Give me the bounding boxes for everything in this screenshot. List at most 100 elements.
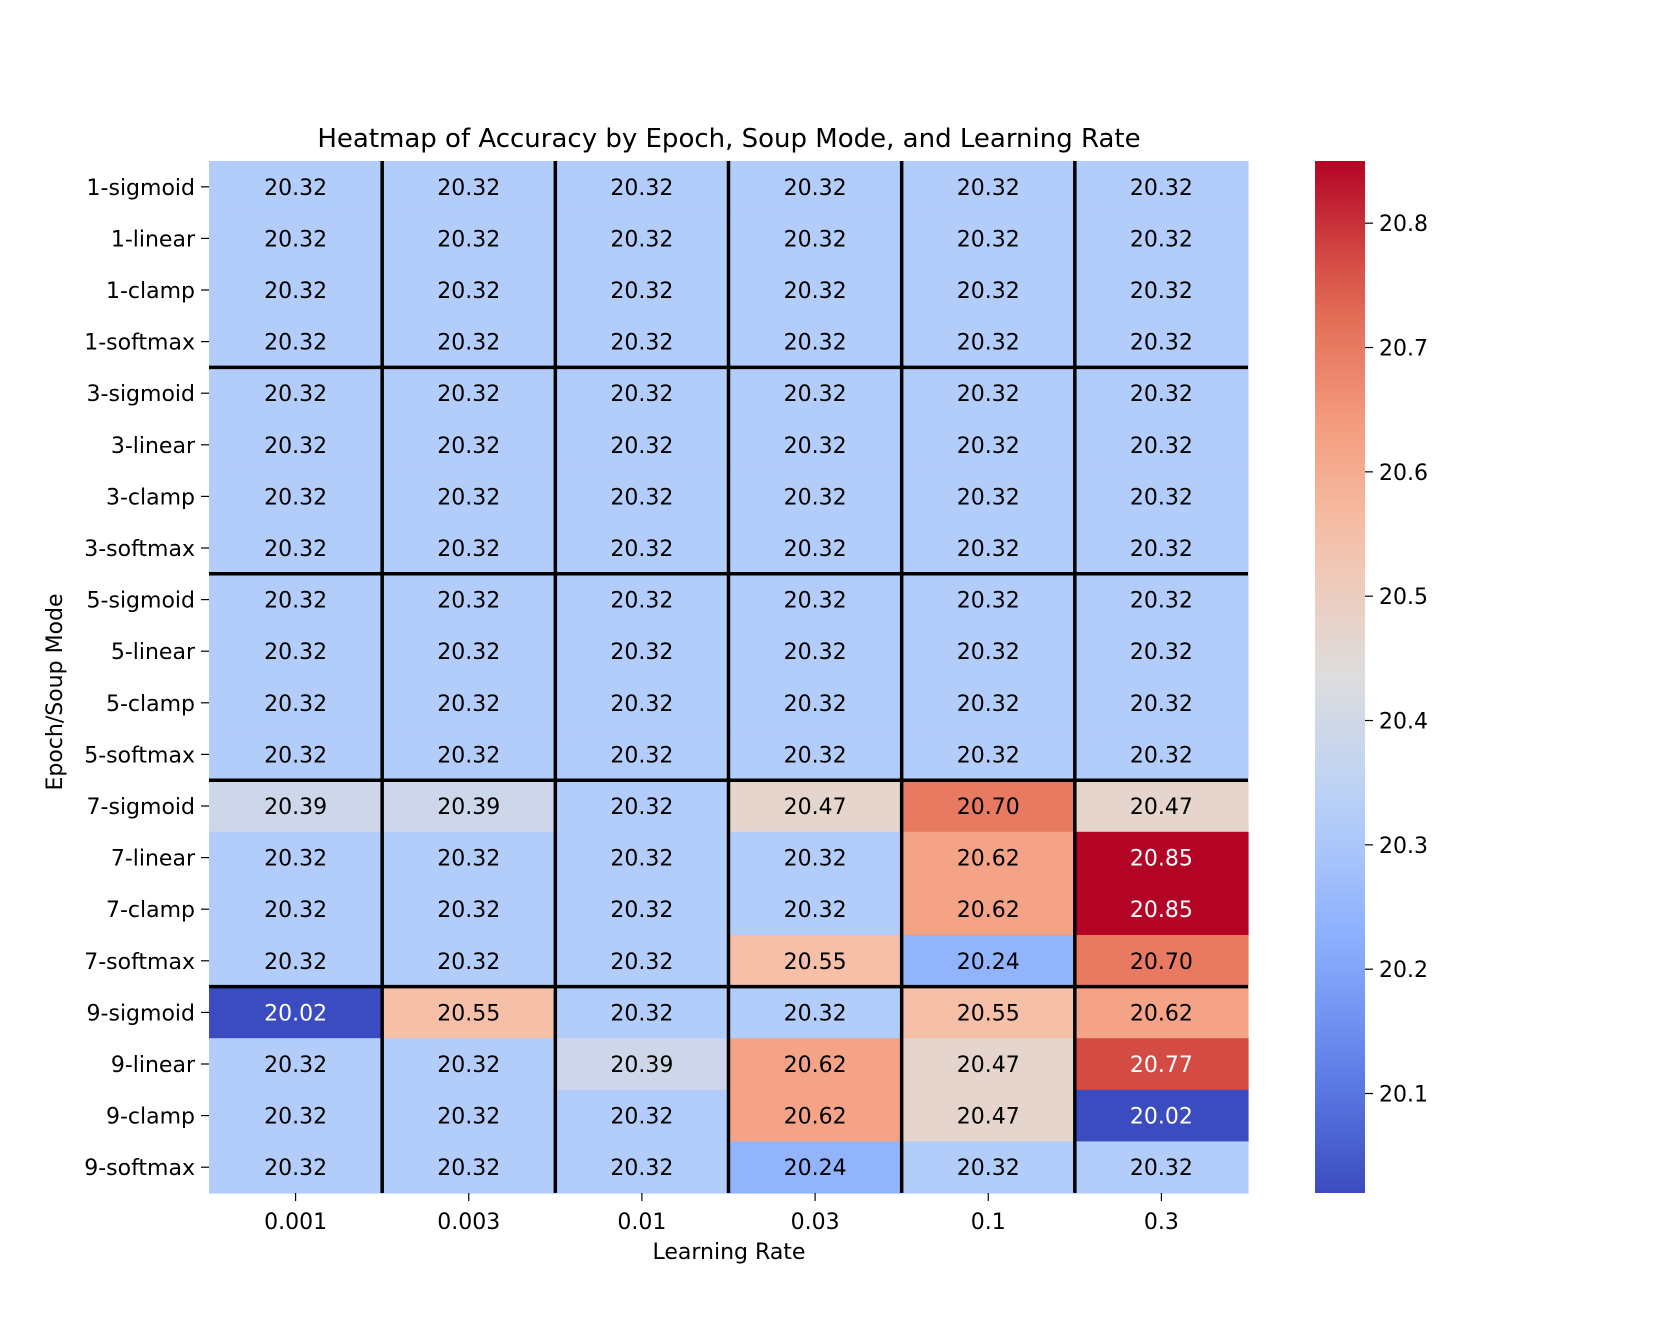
y-tick-label: 1-softmax	[84, 331, 195, 356]
cell-value-label: 20.32	[957, 589, 1020, 614]
heatmap-cell	[901, 522, 1076, 575]
cell-value-label: 20.32	[437, 898, 500, 923]
heatmap-cell	[555, 831, 730, 884]
heatmap-cell	[209, 1089, 383, 1142]
cell-value-label: 20.32	[1130, 1156, 1193, 1181]
heatmap-cell	[1074, 1038, 1249, 1091]
heatmap-cell	[555, 677, 730, 730]
cell-value-label: 20.32	[957, 537, 1020, 562]
heatmap-cell	[382, 728, 556, 781]
heatmap-cell	[555, 935, 730, 988]
cell-value-label: 20.32	[784, 1001, 847, 1026]
heatmap-cell	[1074, 367, 1249, 420]
y-tick-label: 9-linear	[111, 1053, 196, 1078]
heatmap-cell	[901, 315, 1076, 368]
heatmap-cell	[209, 1038, 383, 1091]
cell-value-label: 20.32	[957, 227, 1020, 252]
cell-value-label: 20.47	[1130, 795, 1193, 820]
heatmap-cell	[901, 212, 1076, 265]
y-tick-label: 5-softmax	[84, 743, 195, 768]
cell-value-label: 20.32	[264, 950, 327, 975]
x-tick-label: 0.3	[1144, 1210, 1179, 1235]
y-tick-label: 7-sigmoid	[87, 795, 195, 820]
cell-value-label: 20.32	[264, 382, 327, 407]
cell-value-label: 20.62	[1130, 1001, 1193, 1026]
heatmap-cell	[1074, 831, 1249, 884]
heatmap-cell	[901, 264, 1076, 317]
heatmap-cell	[901, 780, 1076, 833]
heatmap-cell	[728, 625, 903, 678]
colorbar-tick-label: 20.6	[1379, 461, 1428, 486]
heatmap-cell	[382, 522, 556, 575]
cell-value-label: 20.32	[437, 640, 500, 665]
heatmap-cell	[1074, 1141, 1249, 1194]
heatmap-cell	[901, 986, 1076, 1039]
colorbar-tick-label: 20.3	[1379, 834, 1428, 859]
cell-value-label: 20.85	[1130, 847, 1193, 872]
heatmap-cell	[728, 161, 903, 214]
heatmap-cell	[555, 625, 730, 678]
cell-value-label: 20.32	[957, 176, 1020, 201]
heatmap-cell	[728, 1089, 903, 1142]
heatmap-cell	[382, 212, 556, 265]
cell-value-label: 20.32	[437, 589, 500, 614]
heatmap-cell	[901, 470, 1076, 523]
y-axis-label: Epoch/Soup Mode	[43, 593, 68, 790]
cell-value-label: 20.32	[437, 950, 500, 975]
cell-value-label: 20.32	[1130, 692, 1193, 717]
x-axis-ticks: 0.001 0.003 0.01 0.03 0.1 0.3	[264, 1193, 1179, 1235]
cell-value-label: 20.32	[784, 898, 847, 923]
cell-value-label: 20.85	[1130, 898, 1193, 923]
cell-value-label: 20.32	[264, 692, 327, 717]
colorbar-tick-label: 20.5	[1379, 585, 1428, 610]
cell-value-label: 20.32	[610, 279, 673, 304]
y-tick-label: 9-softmax	[84, 1156, 195, 1181]
cell-value-label: 20.32	[1130, 485, 1193, 510]
heatmap-cell	[728, 212, 903, 265]
y-tick-label: 7-clamp	[106, 898, 195, 923]
cell-value-label: 20.32	[1130, 382, 1193, 407]
cell-value-label: 20.32	[437, 279, 500, 304]
cell-value-label: 20.32	[610, 743, 673, 768]
cell-value-label: 20.32	[784, 743, 847, 768]
heatmap-cell	[382, 677, 556, 730]
heatmap-cell	[1074, 780, 1249, 833]
heatmap-cell	[901, 831, 1076, 884]
colorbar	[1315, 161, 1365, 1193]
heatmap-cell	[555, 728, 730, 781]
cell-value-label: 20.32	[610, 382, 673, 407]
heatmap-cell	[382, 780, 556, 833]
cell-value-label: 20.32	[264, 589, 327, 614]
cell-value-label: 20.32	[784, 847, 847, 872]
cell-value-label: 20.32	[784, 589, 847, 614]
heatmap-cell	[728, 315, 903, 368]
heatmap-cell	[1074, 986, 1249, 1039]
heatmap-cell	[1074, 212, 1249, 265]
heatmap-cell	[209, 470, 383, 523]
heatmap-cell	[728, 831, 903, 884]
heatmap-cell	[382, 625, 556, 678]
cell-value-label: 20.32	[437, 485, 500, 510]
y-tick-label: 3-clamp	[106, 485, 195, 510]
heatmap-cell	[555, 883, 730, 936]
cell-value-label: 20.62	[784, 1053, 847, 1078]
cell-value-label: 20.32	[610, 1105, 673, 1130]
heatmap-cell	[1074, 883, 1249, 936]
cell-value-label: 20.32	[784, 331, 847, 356]
x-tick-label: 0.01	[617, 1210, 666, 1235]
cell-value-label: 20.32	[610, 898, 673, 923]
y-tick-label: 1-linear	[111, 227, 196, 252]
heatmap-cell	[901, 419, 1076, 472]
y-tick-label: 7-linear	[111, 847, 196, 872]
x-tick-label: 0.001	[264, 1210, 327, 1235]
heatmap-cell	[382, 935, 556, 988]
heatmap-cell	[382, 264, 556, 317]
heatmap-cell	[209, 625, 383, 678]
heatmap-cell	[382, 315, 556, 368]
cell-value-label: 20.32	[610, 176, 673, 201]
heatmap-cell	[901, 883, 1076, 936]
cell-value-label: 20.32	[437, 227, 500, 252]
cell-value-label: 20.32	[1130, 279, 1193, 304]
cell-value-label: 20.32	[957, 692, 1020, 717]
cell-value-label: 20.32	[610, 537, 673, 562]
